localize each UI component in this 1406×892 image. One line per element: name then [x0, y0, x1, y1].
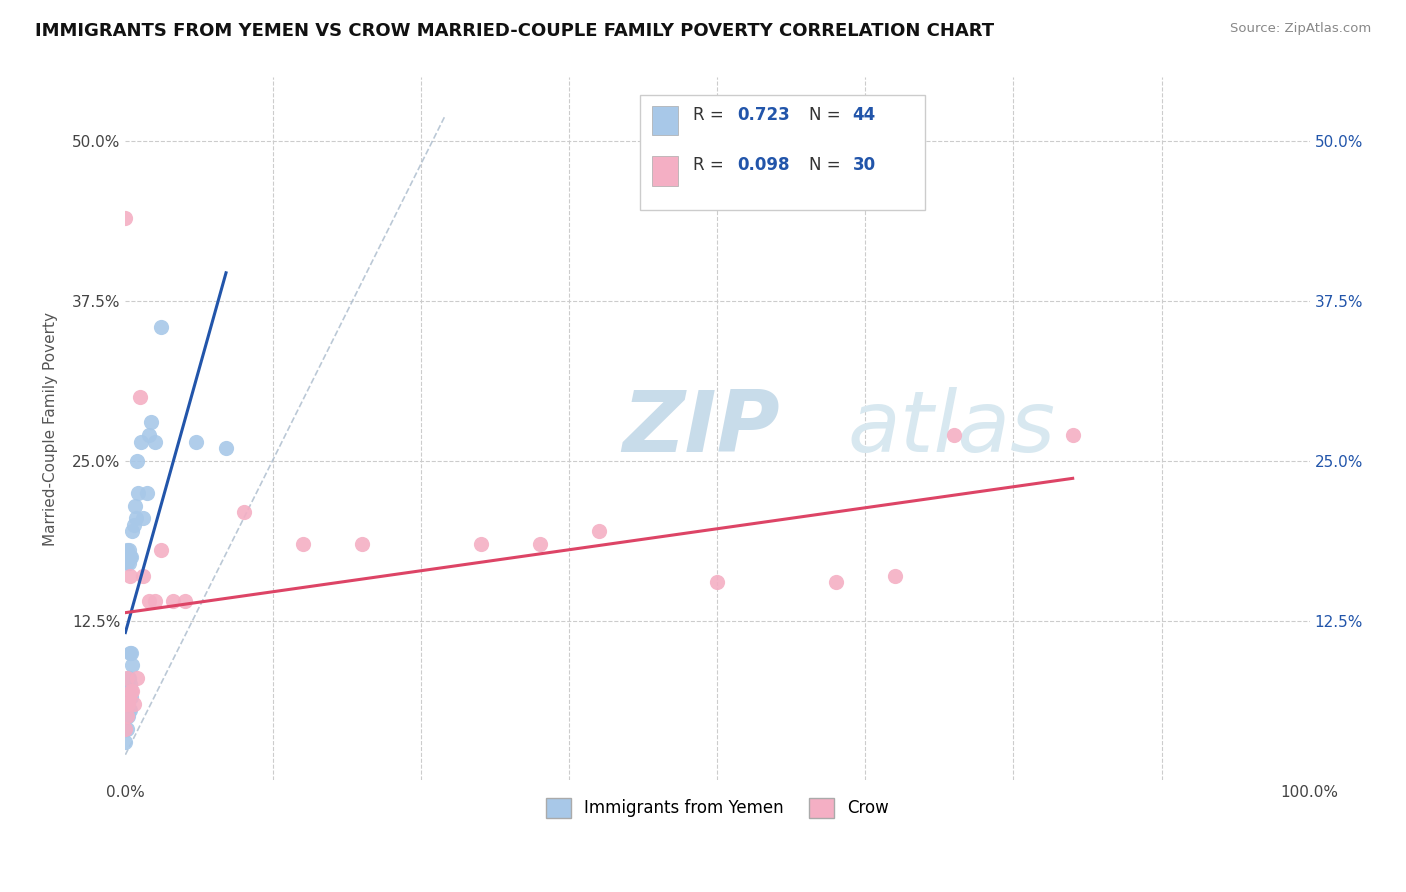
- Point: [143, 594, 166, 608]
- Point: [127, 671, 149, 685]
- Point: [127, 454, 149, 468]
- Point: [118, 703, 141, 717]
- Point: [117, 697, 139, 711]
- Point: [120, 549, 142, 564]
- Point: [121, 683, 143, 698]
- Point: [117, 709, 139, 723]
- Point: [149, 319, 172, 334]
- Text: 44: 44: [852, 105, 876, 124]
- Point: [115, 549, 138, 564]
- Point: [173, 594, 195, 608]
- Point: [143, 434, 166, 449]
- Point: [129, 434, 152, 449]
- Point: [122, 697, 145, 711]
- Point: [132, 569, 155, 583]
- Point: [138, 594, 160, 608]
- Point: [470, 537, 492, 551]
- Point: [162, 594, 184, 608]
- Point: [114, 722, 136, 736]
- Point: [141, 416, 163, 430]
- Point: [117, 671, 139, 685]
- Text: Source: ZipAtlas.com: Source: ZipAtlas.com: [1230, 22, 1371, 36]
- Point: [120, 549, 142, 564]
- Text: R =: R =: [693, 105, 728, 124]
- Point: [118, 690, 141, 705]
- Point: [118, 671, 141, 685]
- Text: atlas: atlas: [848, 387, 1056, 470]
- Text: R =: R =: [693, 156, 728, 174]
- Point: [124, 499, 146, 513]
- Point: [115, 671, 138, 685]
- Point: [117, 697, 139, 711]
- Point: [114, 697, 136, 711]
- Point: [120, 646, 142, 660]
- Point: [120, 677, 142, 691]
- Point: [117, 549, 139, 564]
- Point: [114, 735, 136, 749]
- Point: [132, 511, 155, 525]
- Point: [114, 703, 136, 717]
- Point: [121, 658, 143, 673]
- Point: [125, 511, 148, 525]
- Point: [115, 709, 138, 723]
- Point: [115, 722, 138, 736]
- Point: [138, 428, 160, 442]
- Point: [1062, 428, 1084, 442]
- Point: [135, 485, 157, 500]
- Point: [118, 556, 141, 570]
- Point: [127, 485, 149, 500]
- Text: ZIP: ZIP: [623, 387, 780, 470]
- Text: IMMIGRANTS FROM YEMEN VS CROW MARRIED-COUPLE FAMILY POVERTY CORRELATION CHART: IMMIGRANTS FROM YEMEN VS CROW MARRIED-CO…: [35, 22, 994, 40]
- Text: 30: 30: [852, 156, 876, 174]
- Point: [215, 441, 238, 455]
- Point: [186, 434, 208, 449]
- Point: [588, 524, 610, 538]
- Point: [128, 390, 150, 404]
- Point: [122, 517, 145, 532]
- Point: [884, 569, 907, 583]
- Point: [120, 646, 142, 660]
- FancyBboxPatch shape: [652, 105, 678, 135]
- Point: [114, 677, 136, 691]
- Point: [114, 722, 136, 736]
- Legend: Immigrants from Yemen, Crow: Immigrants from Yemen, Crow: [540, 791, 896, 825]
- Point: [149, 543, 172, 558]
- Point: [824, 575, 846, 590]
- Point: [529, 537, 551, 551]
- Point: [115, 697, 138, 711]
- Point: [120, 703, 142, 717]
- Point: [120, 569, 142, 583]
- Point: [120, 690, 142, 705]
- Text: N =: N =: [808, 105, 845, 124]
- Y-axis label: Married-Couple Family Poverty: Married-Couple Family Poverty: [44, 312, 58, 546]
- Point: [943, 428, 966, 442]
- Point: [115, 709, 138, 723]
- Point: [117, 683, 139, 698]
- Point: [291, 537, 314, 551]
- Text: 0.723: 0.723: [738, 105, 790, 124]
- Point: [118, 690, 141, 705]
- Point: [232, 505, 254, 519]
- FancyBboxPatch shape: [652, 156, 678, 186]
- Point: [115, 556, 138, 570]
- Point: [706, 575, 728, 590]
- Text: N =: N =: [808, 156, 845, 174]
- Point: [121, 524, 143, 538]
- Point: [120, 683, 142, 698]
- Point: [114, 211, 136, 225]
- Point: [118, 543, 141, 558]
- Point: [115, 543, 138, 558]
- Text: 0.098: 0.098: [738, 156, 790, 174]
- Point: [352, 537, 374, 551]
- FancyBboxPatch shape: [641, 95, 925, 211]
- Point: [114, 697, 136, 711]
